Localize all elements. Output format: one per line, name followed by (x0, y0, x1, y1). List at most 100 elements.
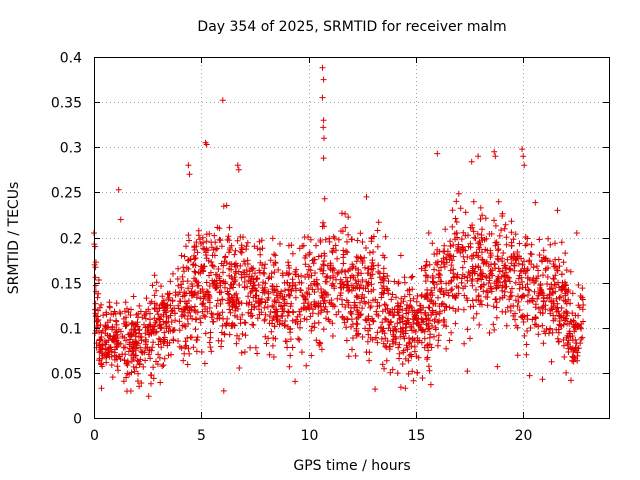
data-point (185, 232, 192, 239)
data-point (486, 329, 493, 336)
data-point (440, 301, 447, 308)
data-point (547, 241, 554, 248)
data-point (432, 324, 439, 331)
data-point (533, 263, 540, 270)
data-point (268, 328, 275, 335)
data-point (402, 385, 409, 392)
data-point (435, 270, 442, 277)
data-point (362, 316, 369, 323)
data-point (307, 313, 314, 320)
data-point (436, 248, 443, 255)
data-point (397, 384, 404, 391)
data-point (334, 255, 341, 262)
data-point (256, 267, 263, 274)
data-point (557, 293, 564, 300)
data-point (508, 292, 515, 299)
data-point (285, 323, 291, 330)
data-point (96, 357, 103, 364)
data-point (169, 327, 176, 334)
data-point (316, 339, 323, 346)
data-point (448, 262, 455, 269)
data-point (406, 291, 413, 298)
data-point (519, 261, 526, 268)
data-point (468, 158, 475, 165)
data-point (553, 295, 560, 302)
data-point (261, 265, 268, 272)
data-point (355, 330, 362, 337)
data-point (420, 304, 427, 311)
data-point (320, 262, 327, 269)
data-point (499, 210, 506, 217)
data-point (235, 298, 242, 305)
data-point (185, 285, 192, 292)
data-point (201, 312, 207, 319)
data-point (506, 278, 513, 285)
data-point (185, 297, 192, 304)
data-point (429, 240, 436, 247)
data-point (495, 198, 502, 205)
data-point (394, 320, 401, 327)
data-point (539, 258, 546, 265)
data-point (385, 325, 392, 332)
data-point (550, 285, 556, 292)
data-point (137, 308, 144, 315)
data-point (337, 292, 344, 299)
data-point (463, 295, 470, 302)
data-point (397, 325, 404, 332)
data-point (182, 338, 189, 345)
data-point (381, 365, 388, 372)
data-point (231, 261, 238, 268)
data-point (524, 281, 531, 288)
data-point (543, 265, 549, 272)
data-point (502, 277, 509, 284)
data-point (251, 303, 258, 310)
data-point (461, 340, 468, 347)
data-point (503, 269, 510, 276)
data-point (122, 299, 129, 306)
data-point (222, 254, 229, 261)
data-point (521, 293, 528, 300)
data-point (523, 351, 530, 358)
data-point (267, 308, 274, 315)
data-point (263, 340, 270, 347)
data-point (352, 352, 359, 359)
data-point (319, 64, 326, 71)
data-point (431, 284, 438, 291)
data-point (113, 354, 120, 360)
data-point (344, 316, 351, 323)
data-point (521, 265, 528, 272)
data-point (403, 327, 409, 334)
data-point (465, 243, 472, 250)
data-point (378, 294, 385, 301)
data-point (493, 239, 500, 246)
data-point (275, 266, 282, 273)
data-point (247, 344, 254, 351)
data-point (397, 333, 404, 340)
data-point (480, 281, 487, 288)
data-point (342, 224, 349, 231)
data-point (234, 237, 241, 244)
data-point (442, 226, 449, 233)
data-point (94, 318, 101, 325)
data-point (99, 342, 106, 349)
data-point (270, 304, 277, 310)
data-point (243, 246, 250, 253)
data-point (398, 300, 404, 306)
data-point (475, 264, 482, 271)
data-point (297, 324, 303, 331)
data-point (109, 374, 116, 381)
data-point (557, 313, 564, 320)
data-point (460, 253, 467, 260)
data-point (142, 357, 149, 364)
data-point (520, 153, 527, 160)
data-point (578, 336, 585, 342)
data-point (353, 258, 360, 265)
data-point (383, 302, 389, 309)
data-point (467, 335, 473, 342)
data-point (445, 289, 452, 296)
data-point (260, 269, 267, 276)
data-point (378, 279, 384, 286)
data-point (507, 289, 514, 296)
data-point (206, 292, 213, 299)
data-point (97, 346, 104, 353)
